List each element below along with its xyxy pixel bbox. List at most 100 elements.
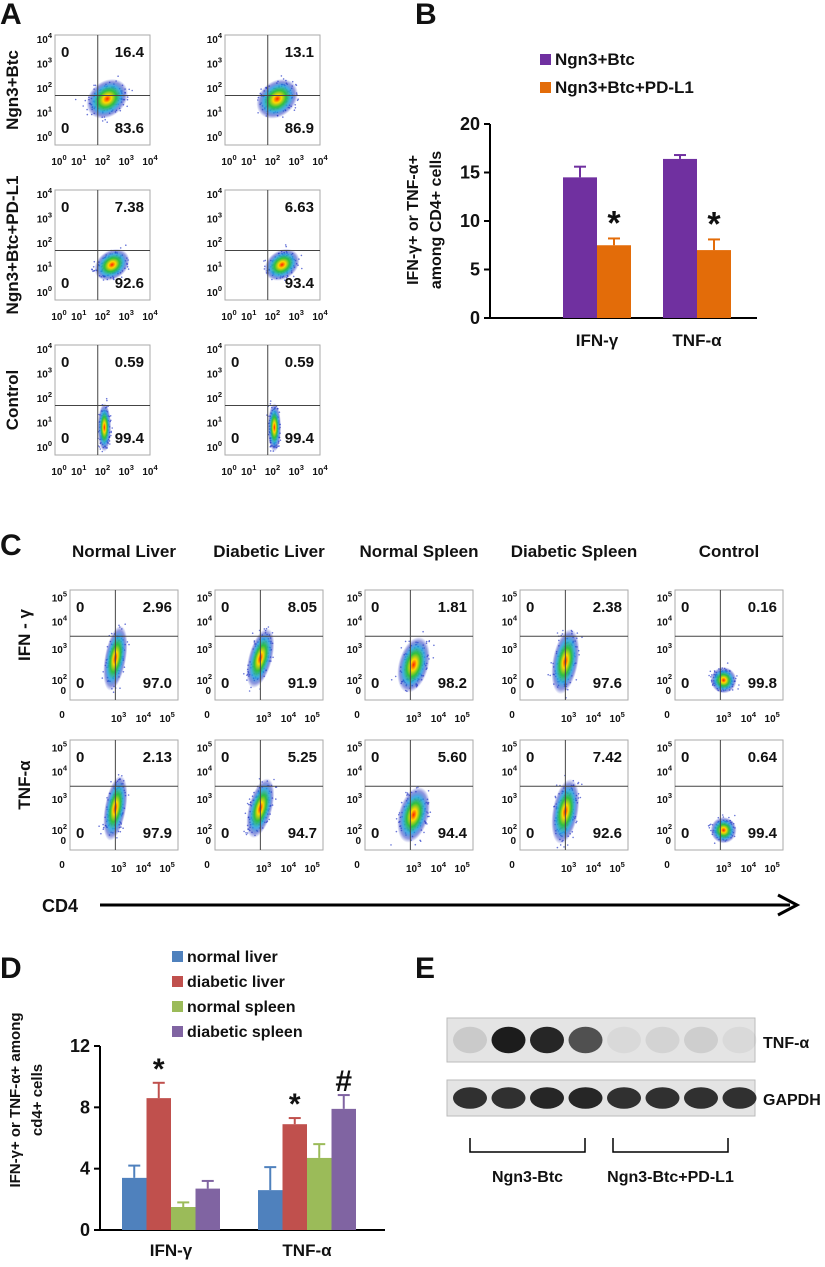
tick-label: 102 (207, 80, 222, 95)
tick-base: 10 (160, 714, 172, 725)
event-dot (557, 847, 559, 849)
tick-label: 104 (312, 463, 328, 478)
tick-base: 10 (610, 864, 622, 875)
bar (307, 1158, 332, 1230)
tick-exponent: 2 (668, 822, 672, 831)
tick-base: 10 (51, 157, 63, 168)
tick-base: 10 (197, 795, 209, 806)
event-dot (390, 844, 392, 846)
tick-label: 101 (207, 415, 222, 430)
tick-base: 10 (37, 370, 49, 381)
tick-label: 103 (289, 463, 304, 478)
tick-base: 10 (207, 84, 219, 95)
tick-base: 10 (207, 264, 219, 275)
blot-band (723, 1027, 757, 1053)
tick-label: 103 (37, 211, 52, 226)
tick-base: 10 (455, 864, 467, 875)
event-dot (737, 688, 739, 690)
tick-label: 103 (52, 791, 67, 806)
event-dot (270, 403, 272, 405)
event-dot (396, 818, 398, 820)
legend-label: diabetic spleen (187, 1024, 303, 1041)
tick-label: 103 (256, 860, 271, 875)
tick-base: 10 (37, 443, 49, 454)
event-dot (401, 647, 403, 649)
tick-exponent: 0 (232, 463, 236, 472)
tick-exponent: 4 (218, 186, 223, 195)
event-dot (75, 99, 77, 101)
tick-base: 10 (197, 618, 209, 629)
tick-exponent: 3 (218, 366, 222, 375)
tick-label: 103 (111, 860, 126, 875)
event-dot (430, 811, 432, 813)
tick-label: 101 (241, 153, 256, 168)
tick-label: 101 (207, 105, 222, 120)
tick-base: 10 (657, 743, 669, 754)
blot-band (569, 1027, 603, 1053)
tick-exponent: 1 (218, 260, 222, 269)
y-tick-label: 8 (80, 1097, 90, 1117)
tick-base: 10 (312, 467, 324, 478)
density-cloud (707, 813, 740, 847)
tick-exponent: 5 (621, 710, 625, 719)
tick-base: 10 (71, 312, 83, 323)
tick-base: 10 (160, 864, 172, 875)
tick-label: 0 (509, 710, 515, 721)
tick-exponent: 2 (48, 235, 52, 244)
tick-label: 103 (197, 791, 212, 806)
tick-exponent: 2 (48, 80, 52, 89)
quadrant-value: 94.4 (438, 825, 468, 842)
bar (563, 177, 597, 318)
quadrant-value: 0 (221, 749, 229, 766)
row-label: Ngn3+Btc (3, 50, 22, 130)
tick-label: 102 (95, 153, 110, 168)
blot-band (530, 1087, 564, 1109)
panel-label: A (0, 0, 22, 31)
tick-exponent: 3 (63, 641, 67, 650)
quadrant-value: 0.64 (748, 749, 778, 766)
tick-label: 103 (716, 710, 731, 725)
tick-base: 10 (207, 239, 219, 250)
tick-exponent: 3 (300, 153, 304, 162)
event-dot (395, 676, 397, 678)
event-dot (576, 679, 578, 681)
tick-base: 10 (241, 467, 253, 478)
row-label: Control (3, 370, 22, 430)
tick-label: 102 (52, 672, 67, 687)
event-dot (429, 640, 431, 642)
y-tick-label: 12 (70, 1036, 90, 1056)
tick-label: 104 (136, 860, 152, 875)
tick-base: 10 (142, 312, 154, 323)
tick-base: 10 (305, 714, 317, 725)
tick-exponent: 3 (513, 791, 517, 800)
event-dot (249, 798, 251, 800)
tick-base: 10 (289, 157, 301, 168)
tick-exponent: 2 (218, 235, 222, 244)
tick-label: 105 (347, 589, 362, 604)
tick-exponent: 3 (122, 860, 126, 869)
tick-label: 102 (37, 235, 52, 250)
event-dot (563, 846, 565, 848)
tick-label: 100 (37, 439, 52, 454)
tick-exponent: 4 (147, 860, 152, 869)
row-label: Ngn3+Btc+PD-L1 (3, 176, 22, 315)
tick-label: 102 (657, 672, 672, 687)
y-tick-label: 10 (460, 211, 480, 231)
tick-base: 10 (207, 133, 219, 144)
tick-exponent: 5 (513, 739, 517, 748)
tick-exponent: 2 (668, 672, 672, 681)
tick-label: 104 (37, 186, 53, 201)
tick-exponent: 2 (106, 153, 110, 162)
tick-label: 104 (657, 614, 673, 629)
tick-label: 103 (37, 56, 52, 71)
tick-label: 104 (586, 710, 602, 725)
tick-label: 102 (37, 80, 52, 95)
tick-label: 105 (52, 589, 67, 604)
tick-base: 10 (37, 345, 49, 356)
tick-exponent: 3 (572, 710, 576, 719)
tick-label: 0 (204, 860, 210, 871)
quadrant-value: 0 (61, 120, 69, 137)
event-dot (577, 783, 579, 785)
tick-label: 104 (741, 860, 757, 875)
